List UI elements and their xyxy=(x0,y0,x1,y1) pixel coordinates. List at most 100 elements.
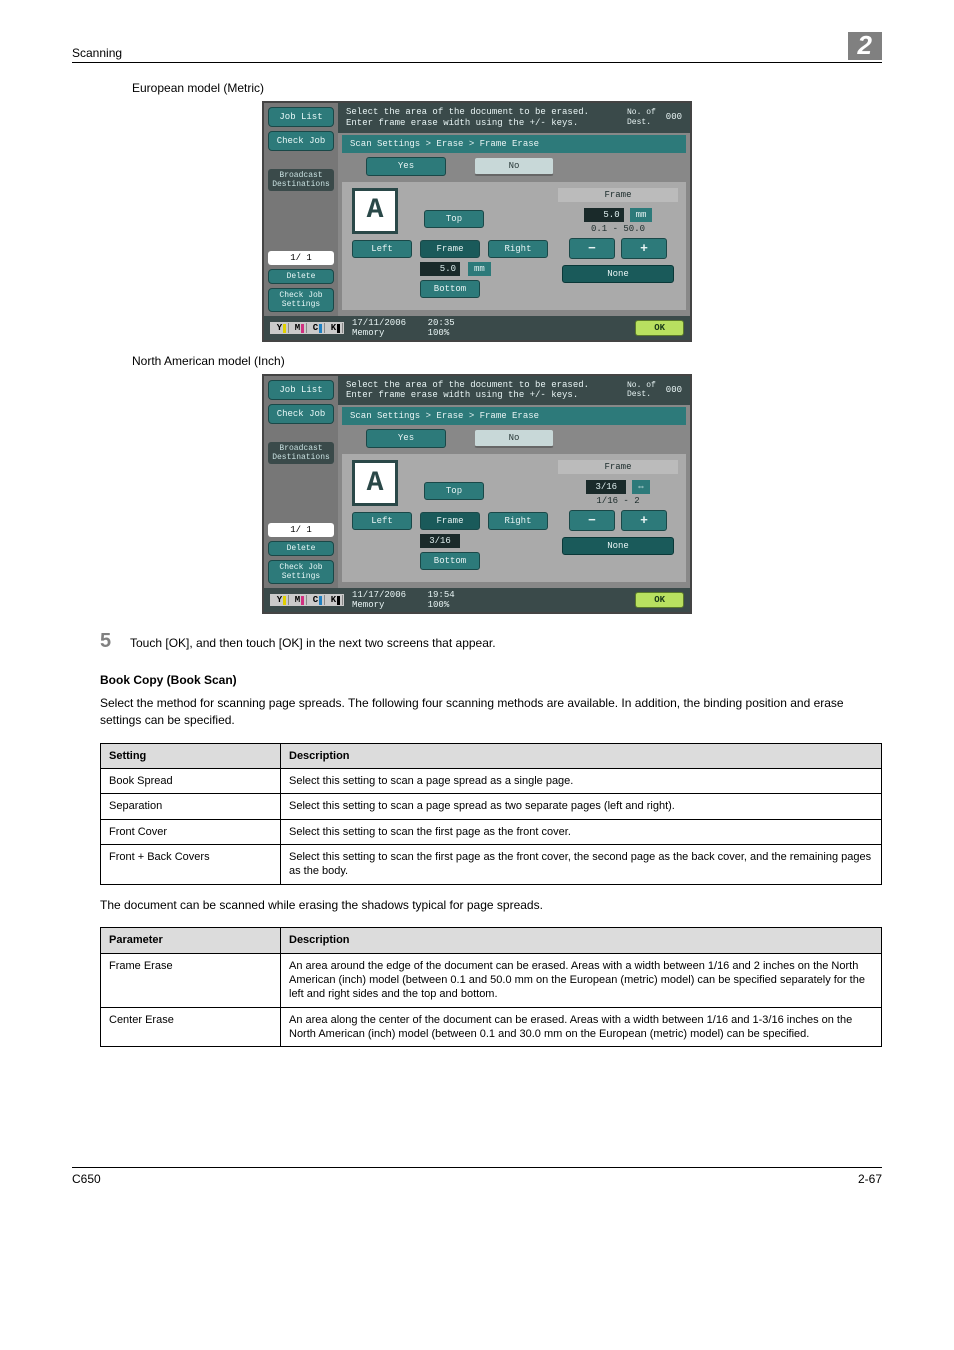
plus-button[interactable]: + xyxy=(621,510,667,531)
ok-button[interactable]: OK xyxy=(635,320,684,336)
yes-no-row: Yes No xyxy=(338,155,690,182)
table-cell: Select this setting to scan a page sprea… xyxy=(281,769,882,794)
book-intro: Select the method for scanning page spre… xyxy=(100,695,882,729)
mem-pct: 100% xyxy=(428,600,450,610)
minus-button[interactable]: − xyxy=(569,238,615,259)
mid-unit: mm xyxy=(468,262,491,276)
pager: 1/ 1 xyxy=(268,251,334,265)
yes-button[interactable]: Yes xyxy=(366,429,446,448)
date: 17/11/2006 xyxy=(352,318,406,328)
minus-button[interactable]: − xyxy=(569,510,615,531)
dest-label: No. of Dest. xyxy=(627,381,656,400)
caption-euro: European model (Metric) xyxy=(132,81,882,95)
frame-edge-button[interactable]: Frame xyxy=(420,512,480,530)
table-cell: Select this setting to scan the first pa… xyxy=(281,844,882,884)
left-edge-button[interactable]: Left xyxy=(352,240,412,258)
doc-icon: A xyxy=(352,188,398,234)
frame-edge-button[interactable]: Frame xyxy=(420,240,480,258)
th-desc: Description xyxy=(281,743,882,768)
no-button[interactable]: No xyxy=(474,157,554,176)
mem-label: Memory xyxy=(352,328,384,338)
check-settings-button[interactable]: Check Job Settings xyxy=(268,560,334,584)
broadcast-label: Broadcast Destinations xyxy=(268,442,334,464)
time: 20:35 xyxy=(428,318,455,328)
no-button[interactable]: No xyxy=(474,429,554,448)
left-edge-button[interactable]: Left xyxy=(352,512,412,530)
table-cell: Select this setting to scan the first pa… xyxy=(281,819,882,844)
footer-left: C650 xyxy=(72,1172,101,1186)
yes-button[interactable]: Yes xyxy=(366,157,446,176)
instr-a: Select the area of the document to be er… xyxy=(346,107,589,118)
table-cell: Front + Back Covers xyxy=(101,844,281,884)
none-button[interactable]: None xyxy=(562,265,674,283)
check-job-button[interactable]: Check Job xyxy=(268,131,334,151)
check-job-button[interactable]: Check Job xyxy=(268,404,334,424)
none-button[interactable]: None xyxy=(562,537,674,555)
range-text: 0.1 - 50.0 xyxy=(558,224,678,234)
yes-no-row: Yes No xyxy=(338,427,690,454)
job-list-button[interactable]: Job List xyxy=(268,380,334,400)
page-footer: C650 2-67 xyxy=(72,1167,882,1186)
plus-button[interactable]: + xyxy=(621,238,667,259)
chapter-number: 2 xyxy=(848,32,882,60)
breadcrumb: Scan Settings > Erase > Frame Erase xyxy=(342,407,686,425)
instr-b: Enter frame erase width using the +/- ke… xyxy=(346,390,589,401)
frame-title: Frame xyxy=(558,460,678,474)
instr-b: Enter frame erase width using the +/- ke… xyxy=(346,118,589,129)
mid-value: 3/16 xyxy=(420,534,460,548)
th-setting: Setting xyxy=(101,743,281,768)
date: 11/17/2006 xyxy=(352,590,406,600)
delete-button[interactable]: Delete xyxy=(268,541,334,556)
lcd-header: Select the area of the document to be er… xyxy=(338,103,690,133)
footer-right: 2-67 xyxy=(858,1172,882,1186)
step-5: 5 Touch [OK], and then touch [OK] in the… xyxy=(100,630,882,653)
right-edge-button[interactable]: Right xyxy=(488,240,548,258)
mem-label: Memory xyxy=(352,600,384,610)
th-param: Parameter xyxy=(101,928,281,953)
lcd-panel-na: Job List Check Job Broadcast Destination… xyxy=(262,374,692,615)
pager: 1/ 1 xyxy=(268,523,334,537)
frame-title: Frame xyxy=(558,188,678,202)
delete-button[interactable]: Delete xyxy=(268,269,334,284)
mem-pct: 100% xyxy=(428,328,450,338)
top-edge-button[interactable]: Top xyxy=(424,482,484,500)
settings-table: Setting Description Book SpreadSelect th… xyxy=(100,743,882,885)
frame-sym: ⇔ xyxy=(632,480,649,494)
table-cell: Separation xyxy=(101,794,281,819)
step-number: 5 xyxy=(100,630,116,653)
page-header: Scanning 2 xyxy=(72,32,882,63)
doc-icon: A xyxy=(352,460,398,506)
table-cell: Center Erase xyxy=(101,1007,281,1047)
lcd-sidebar: Job List Check Job Broadcast Destination… xyxy=(264,376,338,589)
caption-na: North American model (Inch) xyxy=(132,354,882,368)
bottom-edge-button[interactable]: Bottom xyxy=(420,552,480,570)
dest-label: No. of Dest. xyxy=(627,108,656,127)
lcd-panel-euro: Job List Check Job Broadcast Destination… xyxy=(262,101,692,342)
breadcrumb: Scan Settings > Erase > Frame Erase xyxy=(342,135,686,153)
section-name: Scanning xyxy=(72,46,122,60)
check-settings-button[interactable]: Check Job Settings xyxy=(268,288,334,312)
mid-value: 5.0 xyxy=(420,262,460,276)
toner-indicator: YMCK xyxy=(270,594,344,606)
job-list-button[interactable]: Job List xyxy=(268,107,334,127)
broadcast-label: Broadcast Destinations xyxy=(268,169,334,191)
table-cell: An area along the center of the document… xyxy=(281,1007,882,1047)
lcd-header: Select the area of the document to be er… xyxy=(338,376,690,406)
top-edge-button[interactable]: Top xyxy=(424,210,484,228)
bottom-edge-button[interactable]: Bottom xyxy=(420,280,480,298)
th-desc: Description xyxy=(281,928,882,953)
step-text: Touch [OK], and then touch [OK] in the n… xyxy=(130,636,496,650)
frame-value: 3/16 xyxy=(586,480,626,494)
time: 19:54 xyxy=(428,590,455,600)
frame-value: 5.0 xyxy=(584,208,624,222)
dest-count: 000 xyxy=(666,385,682,396)
table-cell: Select this setting to scan a page sprea… xyxy=(281,794,882,819)
ok-button[interactable]: OK xyxy=(635,592,684,608)
right-edge-button[interactable]: Right xyxy=(488,512,548,530)
frame-unit: mm xyxy=(630,208,653,222)
table-cell: Front Cover xyxy=(101,819,281,844)
lcd-sidebar: Job List Check Job Broadcast Destination… xyxy=(264,103,338,316)
instr-a: Select the area of the document to be er… xyxy=(346,380,589,391)
table-cell: Frame Erase xyxy=(101,953,281,1007)
table-cell: An area around the edge of the document … xyxy=(281,953,882,1007)
